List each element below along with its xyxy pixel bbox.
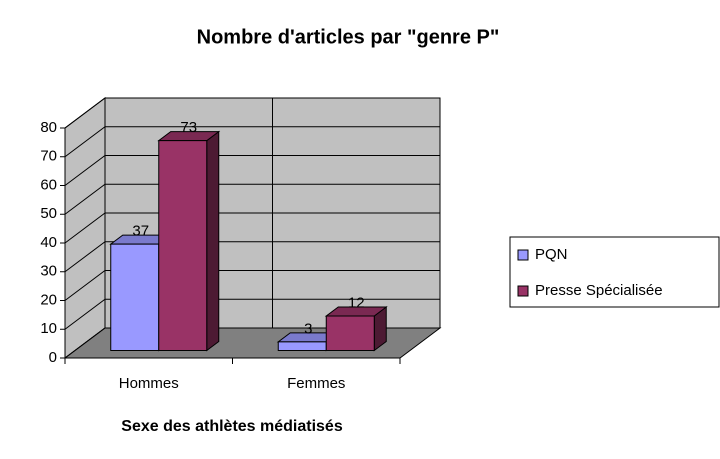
- grid-line: [64, 212, 440, 244]
- data-label: 73: [180, 119, 197, 136]
- legend-box: [509, 236, 720, 308]
- grid-line: [64, 97, 440, 129]
- y-tick-label: 10: [40, 320, 57, 337]
- y-tick-label: 20: [40, 291, 57, 308]
- y-tick-label: 40: [40, 234, 57, 251]
- data-label: 12: [348, 294, 365, 311]
- bar: [157, 130, 221, 352]
- data-label: 3: [304, 320, 312, 337]
- bar-front: [110, 243, 160, 351]
- y-tick-label: 60: [40, 176, 57, 193]
- legend-swatch: [517, 249, 529, 261]
- bar-front: [158, 140, 208, 351]
- y-tick-label: 0: [49, 349, 57, 366]
- grid-line: [64, 126, 440, 158]
- bar-front: [325, 315, 375, 351]
- y-tick-label: 50: [40, 205, 57, 222]
- legend-label: Presse Spécialisée: [535, 282, 663, 299]
- grid-line: [64, 241, 440, 273]
- data-label: 37: [132, 223, 149, 240]
- bar: [324, 306, 388, 352]
- legend-swatch: [517, 285, 529, 297]
- legend-label: PQN: [535, 246, 568, 263]
- x-tick-label: Femmes: [287, 375, 345, 392]
- bar-side: [206, 130, 220, 352]
- x-axis-title: Sexe des athlètes médiatisés: [121, 418, 343, 435]
- y-tick-label: 70: [40, 148, 57, 165]
- chart-title: Nombre d'articles par "genre P": [197, 26, 500, 48]
- y-tick-label: 80: [40, 119, 57, 136]
- grid-line: [64, 183, 440, 215]
- bar-front: [277, 341, 327, 351]
- grid-line: [64, 155, 440, 186]
- x-tick-label: Hommes: [119, 375, 179, 392]
- grid-line: [64, 298, 440, 330]
- y-tick-label: 30: [40, 263, 57, 280]
- grid-line: [64, 270, 440, 301]
